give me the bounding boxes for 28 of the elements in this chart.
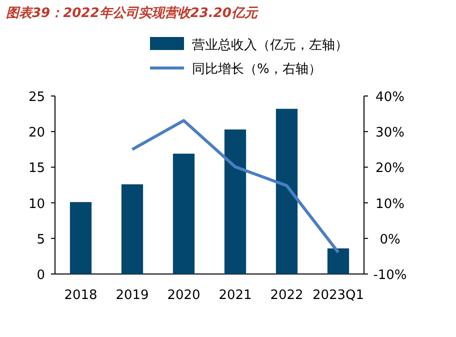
x-tick-label: 2023Q1	[312, 288, 364, 303]
legend-label: 营业总收入（亿元，左轴）	[192, 38, 348, 53]
y-tick-label: 5	[36, 232, 45, 248]
y2-tick-label: 30%	[376, 126, 404, 141]
bar	[224, 129, 246, 274]
y2-tick-label: 20%	[376, 161, 404, 176]
y-tick-label: 15	[28, 161, 45, 176]
chart-title: 图表39：2022年公司实现营收23.20亿元	[6, 5, 260, 21]
bar	[276, 108, 298, 274]
y2-tick-label: -10%	[373, 268, 407, 283]
x-tick-label: 2018	[64, 288, 98, 303]
y-tick-label: 10	[28, 196, 45, 212]
line-series	[130, 119, 340, 254]
y2-tick-label: 0%	[380, 232, 400, 248]
bar	[121, 184, 144, 274]
y2-tick-label: 10%	[376, 196, 404, 212]
legend-label: 同比增长（%，右轴）	[192, 62, 322, 77]
x-tick-label: 2021	[218, 288, 252, 303]
y-tick-label: 0	[36, 268, 45, 283]
x-tick-label: 2022	[270, 288, 304, 303]
bar	[70, 202, 92, 274]
bar	[172, 154, 195, 274]
y-tick-label: 25	[28, 90, 45, 105]
x-tick-label: 2020	[167, 288, 200, 303]
y2-tick-label: 40%	[376, 90, 404, 105]
bar	[327, 248, 350, 274]
x-tick-label: 2019	[116, 288, 149, 303]
y-tick-label: 20	[28, 126, 45, 141]
